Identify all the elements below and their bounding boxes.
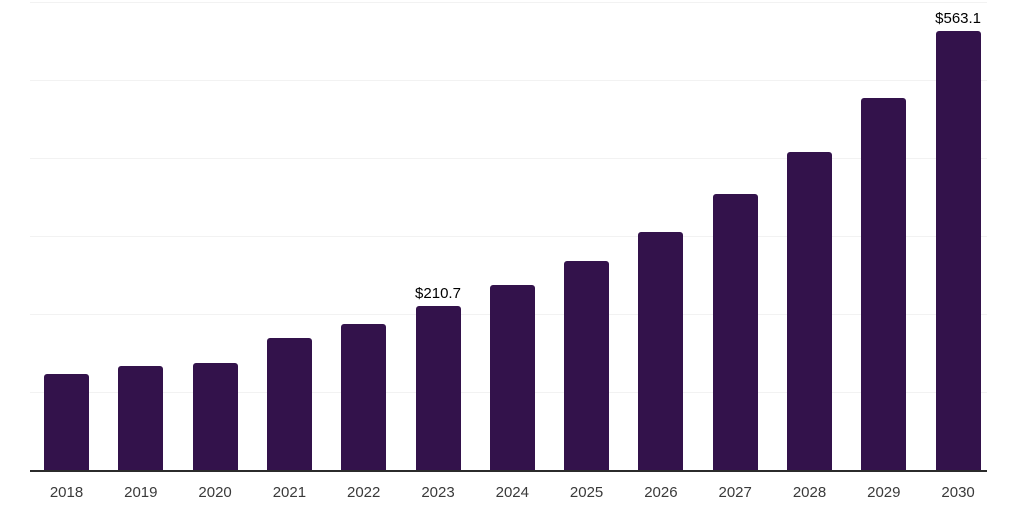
bar-2027[interactable] [712,194,758,470]
x-tick-label-2029: 2029 [867,484,901,501]
bar-2018[interactable] [44,374,89,470]
gridline-400 [30,158,987,159]
bar-2019[interactable] [118,366,164,470]
x-tick-label-2024: 2024 [495,484,529,501]
data-label-2030: $563.1 [935,9,982,27]
bar-2025[interactable] [564,260,610,470]
x-tick-label-2023: 2023 [421,484,455,501]
gridline-600 [30,2,987,3]
bar-2022[interactable] [341,323,387,470]
bar-2021[interactable] [266,338,312,470]
data-label-2023: $210.7 [415,284,461,302]
x-tick-label-2028: 2028 [792,484,827,501]
bar-2028[interactable] [787,152,832,470]
x-tick-label-2026: 2026 [644,484,678,501]
bar-2023[interactable] [415,305,461,470]
x-axis-line [30,470,987,472]
x-tick-label-2030: 2030 [941,484,975,501]
gridline-300 [30,236,987,237]
x-tick-label-2018: 2018 [49,484,84,501]
x-tick-label-2020: 2020 [198,484,232,501]
bar-2024[interactable] [489,285,535,470]
bar-2020[interactable] [192,363,238,470]
x-tick-label-2019: 2019 [124,484,158,501]
x-tick-label-2021: 2021 [272,484,307,501]
bar-2030[interactable] [935,30,981,470]
bar-2029[interactable] [861,98,907,470]
x-tick-label-2025: 2025 [569,484,604,501]
x-tick-label-2027: 2027 [718,484,752,501]
gridline-500 [30,80,987,81]
bar-2026[interactable] [638,231,684,470]
x-tick-label-2022: 2022 [347,484,381,501]
